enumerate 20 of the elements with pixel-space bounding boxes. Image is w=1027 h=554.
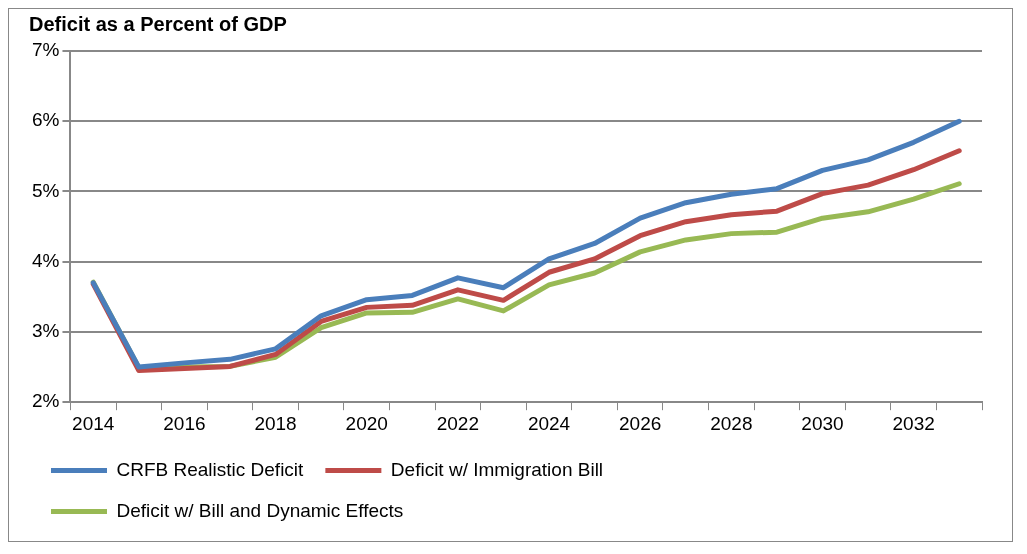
x-tick-label: 2020 — [345, 412, 388, 434]
y-tick-label: 7% — [31, 39, 60, 61]
legend-label: Deficit w/ Bill and Dynamic Effects — [116, 499, 404, 521]
legend-label: CRFB Realistic Deficit — [116, 458, 305, 480]
x-tick-label: 2022 — [436, 412, 480, 434]
y-tick-label: 2% — [31, 390, 60, 412]
y-tick-label: 5% — [31, 179, 60, 201]
x-tick-label: 2016 — [163, 412, 206, 434]
x-tick-label: 2014 — [72, 412, 115, 434]
chart-title: Deficit as a Percent of GDP — [29, 12, 287, 35]
x-tick-label: 2024 — [527, 412, 571, 434]
x-tick-label: 2018 — [254, 412, 297, 434]
x-tick-label: 2032 — [892, 412, 935, 434]
x-tick-label: 2028 — [710, 412, 753, 434]
y-tick-label: 4% — [31, 249, 60, 271]
x-tick-label: 2030 — [801, 412, 844, 434]
legend-label: Deficit w/ Immigration Bill — [390, 458, 604, 480]
y-tick-label: 3% — [31, 320, 60, 342]
y-tick-label: 6% — [31, 109, 60, 131]
x-tick-label: 2026 — [619, 412, 662, 434]
